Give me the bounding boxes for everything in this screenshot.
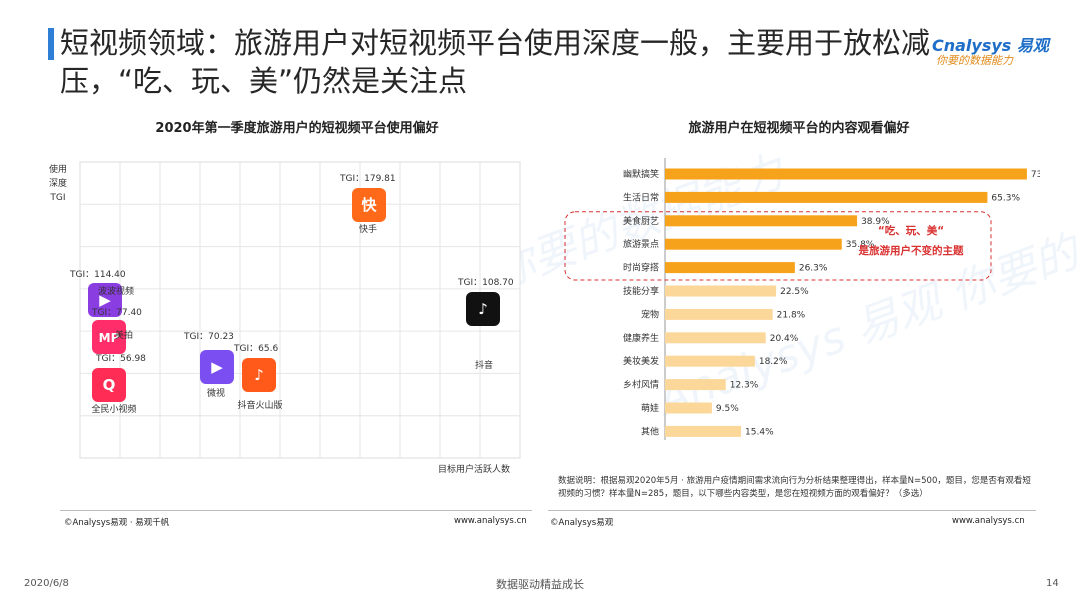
data-label: 20.4% [770,334,799,344]
category-label: 健康养生 [623,332,659,344]
app-icon [200,350,234,384]
platform-point: MP TGI：77.40 美拍 [91,308,142,354]
category-label: 生活日常 [623,191,659,203]
bar [665,191,988,203]
right-source-url: www.analysys.cn [952,516,1025,526]
divider [548,510,1036,511]
bar [665,285,777,297]
tgi-label: TGI：108.70 [457,278,514,288]
app-icon [92,368,126,402]
tgi-label: TGI：179.81 [339,174,396,184]
data-label: 22.5% [780,287,809,297]
platform-point: 快 TGI：179.81 快手 [339,174,396,235]
tgi-label: TGI：77.40 [91,308,142,318]
bar [665,238,842,250]
page-title: 短视频领域：旅游用户对短视频平台使用深度一般，主要用于放松减压，“吃、玩、美”仍… [60,26,931,98]
data-note: 数据说明：根据易观2020年5月 · 旅游用户疫情期间需求流向行为分析结果整理得… [558,476,1031,499]
footer-date: 2020/6/8 [24,578,69,589]
bar-chart: 幽默搞笑 73.3% 生活日常 65.3% 美食厨艺 38.9% 旅游景点 35.8% 时尚穿搭… [564,158,1040,440]
right-chart-title: 旅游用户在短视频平台的内容观看偏好 [688,121,910,136]
right-source: ©Analysys易观 [550,518,614,528]
tgi-label: TGI：114.40 [69,270,126,280]
app-icon-glyph: 快 [361,196,377,214]
app-icon [88,283,122,317]
app-icon-glyph: ▶ [99,291,111,309]
app-icon-glyph: ♪ [478,300,488,318]
app-icon-glyph: ▶ [211,358,223,376]
divider [60,510,532,511]
y-axis-label: TGI [49,193,65,203]
left-source: ©Analysys易观 · 易观千帆 [64,518,170,528]
highlight-box [564,211,992,281]
point-name: 快手 [359,223,377,235]
bar [665,402,712,414]
y-axis-label: 使用 [49,163,67,175]
platform-point: ♪ TGI：108.70 抖音 [457,278,514,371]
brand-logo: Cnalysys 易观 [932,36,1049,55]
data-label: 18.2% [759,357,788,367]
annotation-text: “吃、玩、美“ [878,224,944,237]
point-name: 微视 [207,387,225,399]
category-label: 宠物 [641,308,659,320]
tgi-label: TGI：56.98 [95,354,146,364]
page-number: 14 [1046,578,1059,589]
data-label: 73.3% [1031,170,1040,180]
app-icon [242,358,276,392]
category-label: 时尚穿搭 [623,262,659,274]
platform-point: Q TGI：56.98 全民小视频 [91,354,146,415]
annotation-text: 是旅游用户不变的主题 [858,244,964,257]
data-label: 26.3% [799,264,828,274]
bar [665,262,795,274]
title-accent-bar [48,28,54,60]
scatter-chart: 使用深度 TGI 目标用户活跃人数 快 TGI：179.81 快手 ♪ TGI：108.70 抖… [49,161,521,475]
data-label: 38.9% [861,217,890,227]
bar [665,215,858,227]
bar [665,168,1027,180]
data-label: 65.3% [991,193,1020,203]
category-label: 美食厨艺 [623,215,659,227]
data-label: 12.3% [730,381,759,391]
point-name: 抖音火山版 [237,399,282,411]
y-axis-label: 深度 [49,177,67,189]
bar [665,355,755,367]
category-label: 幽默搞笑 [623,168,659,180]
platform-point: ▶ TGI：114.40 波波视频 [69,270,134,317]
point-name: 美拍 [115,329,133,341]
category-label: 美妆美发 [623,355,659,367]
app-icon-glyph: ♪ [254,366,264,384]
app-icon-glyph: MP [99,331,120,345]
data-label: 15.4% [745,427,774,437]
category-label: 萌娃 [641,402,659,414]
bar [665,308,773,320]
brand-tagline: 你要的数据能力 [936,54,1013,67]
category-label: 乡村风情 [623,379,659,391]
app-icon [92,320,126,354]
category-label: 技能分享 [623,285,659,297]
platform-point: ▶ TGI：70.23 微视 [183,332,234,399]
data-label: 9.5% [716,404,739,414]
footer-slogan: 数据驱动精益成长 [496,578,584,591]
point-name: 全民小视频 [91,403,136,415]
category-label: 其他 [641,425,659,437]
app-icon [352,188,386,222]
x-axis-label: 目标用户活跃人数 [438,463,510,475]
left-chart-title: 2020年第一季度旅游用户的短视频平台使用偏好 [155,121,439,136]
data-label: 21.8% [777,310,806,320]
app-icon-glyph: Q [103,376,116,394]
category-label: 旅游景点 [623,238,659,250]
platform-point: ♪ TGI：65.6 抖音火山版 [233,344,283,411]
left-source-url: www.analysys.cn [454,516,527,526]
plot-area [79,161,521,459]
bar [665,379,726,391]
bar [665,332,766,344]
tgi-label: TGI：70.23 [183,332,234,342]
app-icon [466,292,500,326]
tgi-label: TGI：65.6 [233,344,278,354]
data-label: 35.8% [846,240,875,250]
point-name: 波波视频 [98,285,134,297]
bar [665,425,742,437]
point-name: 抖音 [475,359,493,371]
